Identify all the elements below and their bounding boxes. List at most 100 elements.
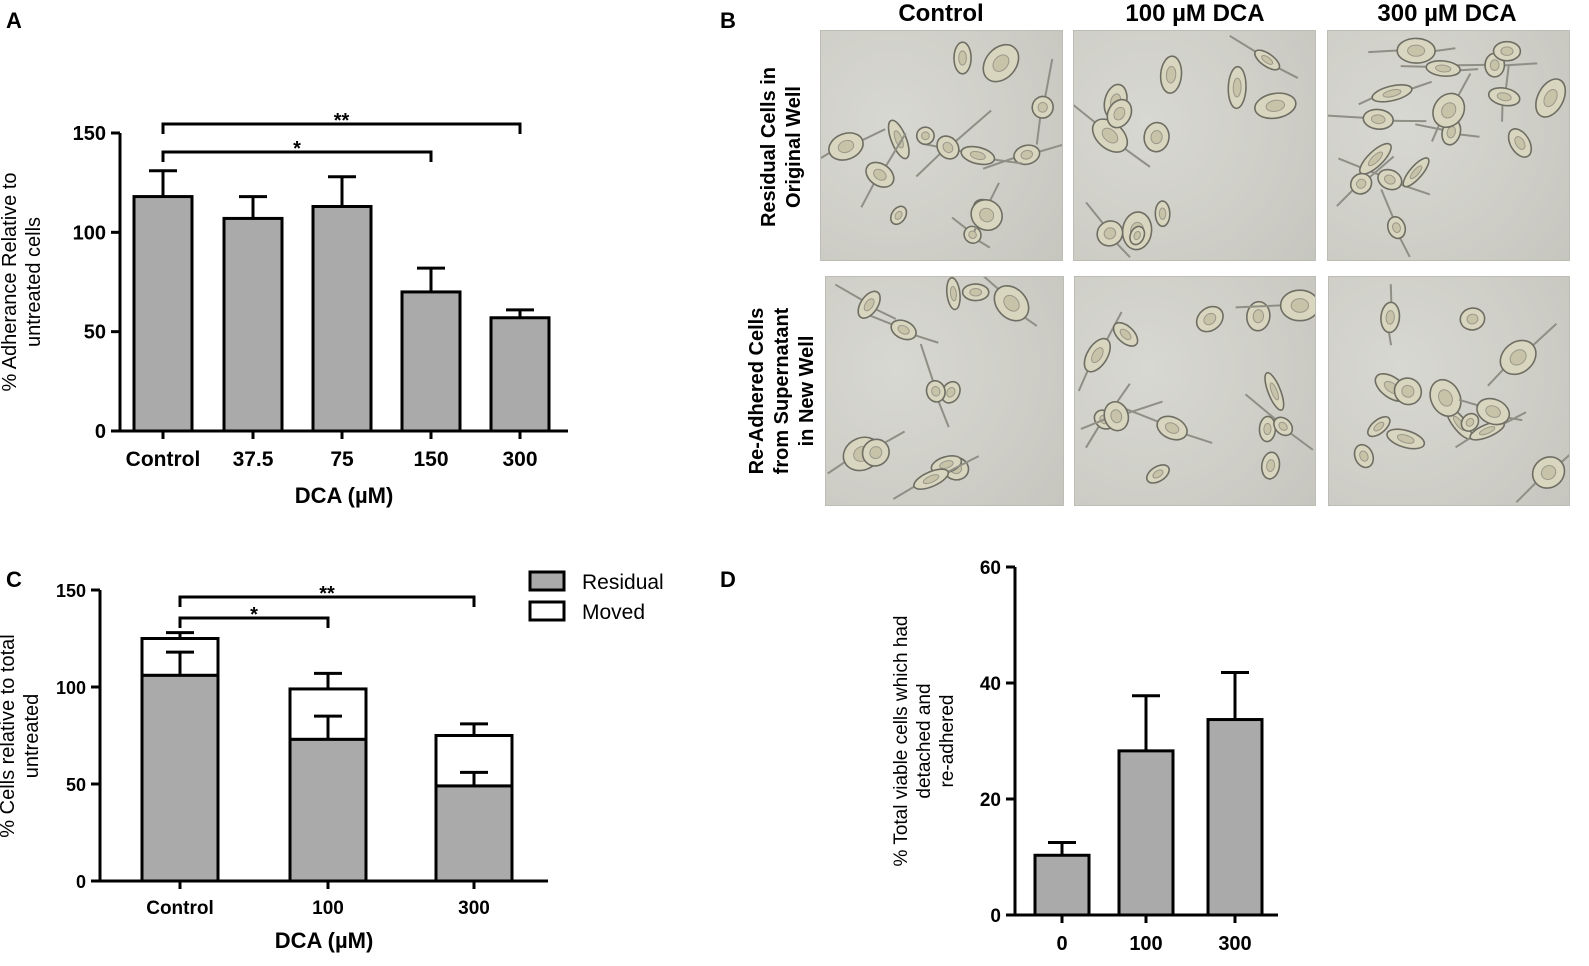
chart-a-bar (132, 195, 194, 433)
micrograph-readhered-control (825, 276, 1064, 506)
cell-nucleus (1269, 382, 1280, 401)
cell-nucleus (1113, 106, 1126, 121)
cell-shape (1129, 225, 1146, 246)
chart-a-category-label: 37.5 (233, 448, 274, 471)
cell-process (1074, 94, 1151, 168)
cell-shape (1106, 98, 1133, 129)
cell-process (951, 216, 991, 249)
chart-c-significance-label: ** (319, 583, 335, 605)
cell-nucleus (939, 460, 954, 470)
cell-shape (1353, 443, 1375, 469)
chart-d-category-label: 300 (1218, 933, 1251, 955)
cell-shape (1085, 201, 1131, 258)
column-header-100-dca: 100 µM DCA (1125, 0, 1265, 27)
cell-process (1515, 435, 1569, 504)
cell-nucleus (1110, 409, 1123, 424)
chart-c-bar-residual (434, 784, 514, 883)
chart-a-y-axis-title: % Adherance Relative to (0, 172, 21, 391)
chart-c-y-tick-label: 0 (76, 872, 86, 892)
micrograph-residual-300 (1327, 30, 1570, 261)
cell-nucleus (1103, 227, 1117, 240)
cell-nucleus (1133, 230, 1141, 241)
cell-nucleus (1540, 464, 1557, 481)
cell-process (915, 109, 992, 178)
chart-c-significance-bracket (178, 595, 476, 607)
chart-c-legend-label: Moved (582, 601, 645, 624)
cell-nucleus (1252, 309, 1265, 324)
cell-nucleus (1158, 207, 1167, 220)
micrograph-residual-control (820, 30, 1063, 261)
cell-nucleus (1020, 149, 1034, 160)
cell-nucleus (1385, 310, 1395, 325)
chart-a-y-tick-label: 150 (73, 123, 106, 145)
cell-shape (951, 216, 991, 249)
chart-a-significance-bracket (161, 150, 433, 162)
cell-nucleus (1396, 434, 1415, 444)
chart-c-y-tick-label: 50 (66, 775, 86, 795)
chart-d-bar (1117, 749, 1175, 917)
cell-nucleus (968, 230, 977, 240)
cell-shape (1246, 300, 1271, 332)
cell-nucleus (873, 168, 887, 181)
cell-shape (1154, 200, 1171, 228)
cell-process (860, 132, 907, 208)
chart-a-category-label: Control (126, 448, 201, 471)
cell-shape (1229, 34, 1299, 79)
cell-shape (1458, 397, 1523, 426)
cell-nucleus (1266, 459, 1276, 473)
cell-nucleus (1232, 77, 1242, 98)
cell-process (1388, 284, 1393, 346)
chart-c-bar-residual (288, 737, 368, 883)
cell-shape (1380, 189, 1411, 258)
cell-nucleus (979, 207, 995, 223)
cell-shape (1328, 108, 1427, 130)
cell-shape (1393, 377, 1423, 406)
cell-process (1328, 113, 1427, 123)
cell-shape (861, 438, 890, 467)
cell-process (1431, 73, 1472, 142)
chart-d-category-label: 0 (1056, 933, 1067, 955)
cell-shape (1159, 55, 1183, 94)
cell-shape (1227, 65, 1247, 110)
cell-nucleus (1392, 222, 1401, 233)
cell-nucleus (946, 387, 956, 398)
cell-nucleus (1435, 64, 1452, 73)
cell-process (1368, 47, 1456, 54)
cell-shape (1367, 415, 1391, 438)
micrograph-residual-100 (1073, 30, 1316, 261)
cell-shape (1031, 58, 1054, 145)
micrograph-readhered-300 (1328, 276, 1570, 506)
cell-process (1501, 64, 1510, 122)
cell-process (982, 137, 1062, 170)
cell-shape (1080, 400, 1163, 432)
chart-a-bar (489, 316, 551, 433)
chart-c-y-axis-title: untreated (21, 694, 43, 779)
cell-shape (1358, 142, 1392, 175)
panel-letter-a: A (6, 8, 22, 33)
chart-d-y-tick-label: 40 (980, 674, 1001, 695)
cell-process (1244, 393, 1314, 451)
cell-process (1035, 58, 1054, 145)
cell-process (1400, 65, 1479, 72)
cell-nucleus (1367, 151, 1384, 167)
cell-nucleus (863, 298, 875, 312)
panel-letter-b: B (720, 8, 736, 33)
cell-shape (945, 277, 961, 311)
chart-c-y-axis-title: % Cells relative to total (0, 634, 19, 837)
cell-shape (821, 128, 886, 163)
chart-d-category-label: 100 (1129, 933, 1162, 955)
cell-shape (1258, 415, 1277, 443)
cell-nucleus (837, 139, 855, 154)
chart-c-bar-residual (140, 673, 220, 883)
cell-nucleus (969, 150, 986, 161)
cell-process (1235, 301, 1315, 309)
chart-a-category-label: 75 (330, 448, 354, 471)
cell-nucleus (894, 210, 903, 220)
cell-nucleus (1263, 422, 1272, 436)
micrograph-readhered-100 (1074, 276, 1316, 506)
chart-c-category-label: Control (146, 898, 214, 919)
chart-a-category-label: 300 (502, 448, 537, 471)
cell-shape (1337, 157, 1431, 196)
cell-shape (970, 199, 1003, 232)
